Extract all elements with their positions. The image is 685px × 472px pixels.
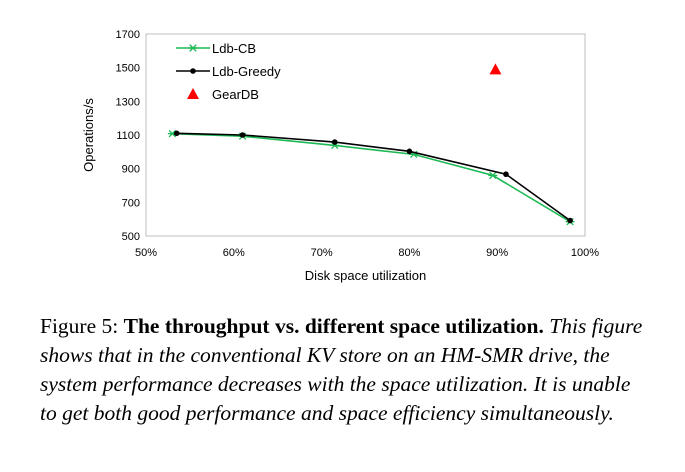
legend-label: GearDB [212, 87, 259, 102]
data-point-ldb-greedy [503, 171, 509, 178]
data-point-ldb-cb [488, 171, 498, 180]
plot-area [145, 33, 586, 237]
legend-item-ldb-cb: Ldb-CB [176, 41, 256, 56]
throughput-chart: 500 700 900 1100 1300 1500 1700 50% 60% 70% 80% 90… [81, 29, 599, 283]
x-tick-label: 100% [571, 247, 599, 259]
series-line-ldb-cb [172, 132, 571, 223]
legend-item-geardb: GearDB [187, 87, 259, 102]
caption-body: This figure shows that in the convention… [40, 314, 643, 425]
x-tick-label: 80% [398, 247, 420, 259]
y-axis-ticks: 500 700 900 1100 1300 1500 1700 [116, 29, 140, 243]
legend-item-ldb-greedy: Ldb-Greedy [176, 64, 281, 79]
plot-frame [145, 33, 586, 237]
data-point-ldb-greedy [567, 217, 573, 224]
legend-marker-ldb-cb [188, 44, 198, 52]
y-tick-label: 500 [122, 231, 140, 243]
x-axis-ticks: 50% 60% 70% 80% 90% 100% [135, 247, 599, 259]
x-tick-label: 60% [223, 247, 245, 259]
series-geardb [489, 63, 502, 75]
series-ldb-cb [167, 129, 575, 226]
series-layer [167, 63, 575, 226]
legend: Ldb-CB Ldb-Greedy GearDB [176, 41, 281, 102]
y-tick-label: 700 [122, 197, 140, 209]
figure-caption: Figure 5: The throughput vs. different s… [40, 312, 652, 428]
legend-marker-ldb-greedy [190, 68, 196, 74]
series-line-ldb-greedy [176, 132, 571, 222]
data-point-ldb-greedy [406, 148, 413, 155]
y-axis-title: Operations/s [81, 98, 96, 172]
y-tick-label: 1300 [116, 96, 140, 108]
y-tick-label: 1500 [116, 63, 140, 75]
legend-marker-geardb [187, 88, 199, 99]
series-ldb-greedy [173, 130, 573, 224]
data-point-ldb-greedy [239, 132, 246, 138]
x-tick-label: 90% [486, 247, 508, 259]
data-point-geardb [489, 63, 502, 75]
x-axis-title: Disk space utilization [305, 268, 426, 283]
x-tick-label: 50% [135, 247, 157, 259]
legend-label: Ldb-CB [212, 41, 256, 56]
data-point-ldb-greedy [173, 130, 180, 137]
y-tick-label: 900 [122, 164, 140, 176]
y-tick-label: 1100 [116, 130, 140, 142]
x-tick-label: 70% [311, 247, 333, 259]
y-tick-label: 1700 [116, 29, 140, 41]
caption-title: The throughput vs. different space utili… [123, 314, 544, 338]
data-point-ldb-greedy [331, 139, 338, 145]
caption-label: Figure 5: [40, 314, 124, 338]
legend-label: Ldb-Greedy [212, 64, 281, 79]
